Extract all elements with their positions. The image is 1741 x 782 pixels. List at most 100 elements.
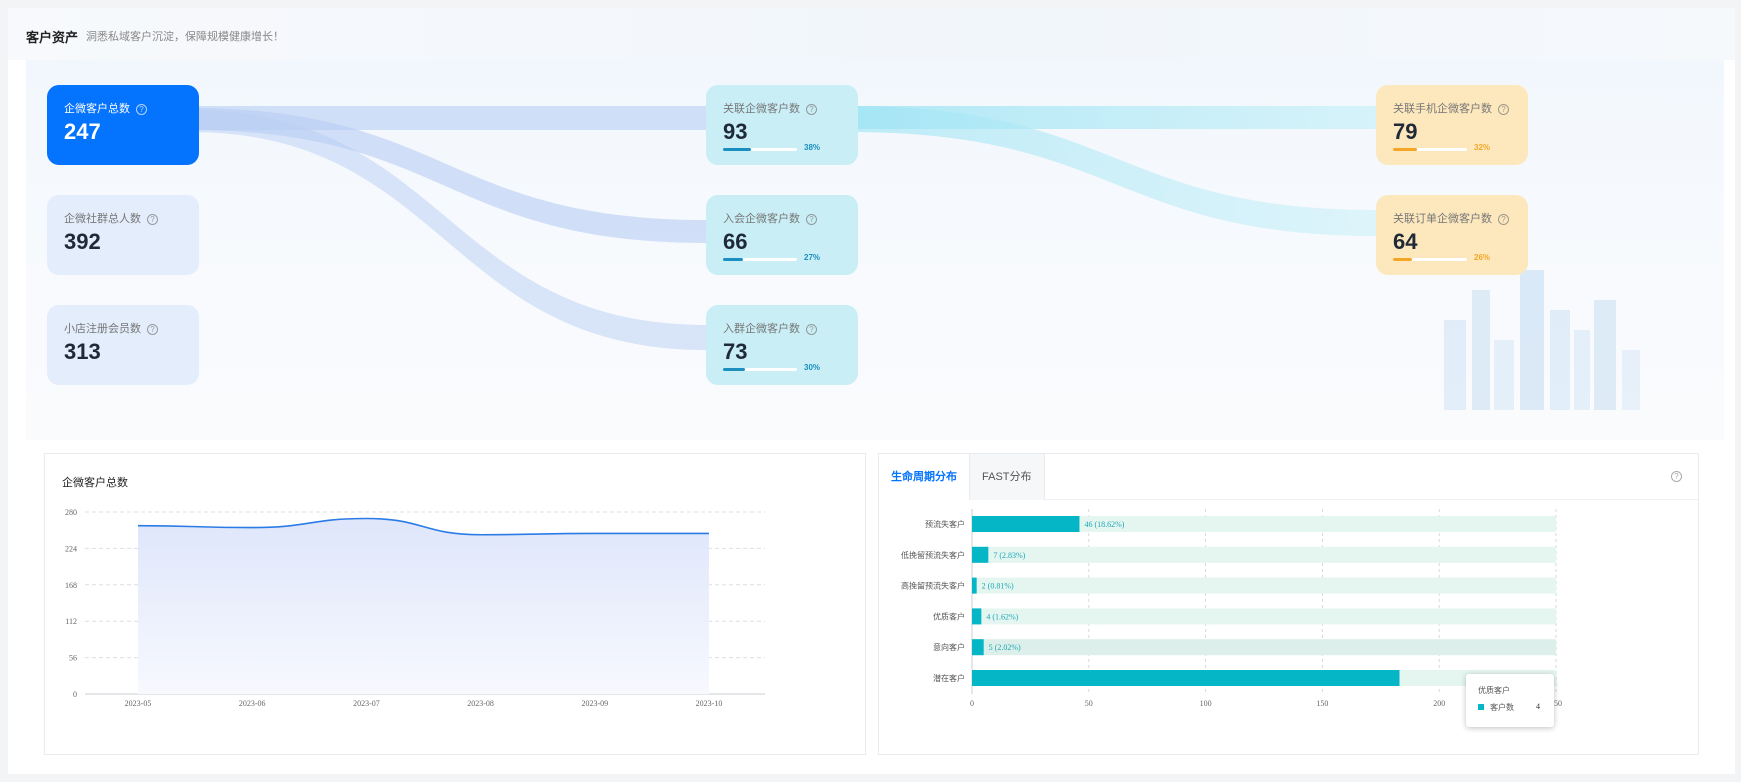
x-tick-label: 2023-07 [353, 699, 380, 708]
card-percent: 30% [804, 363, 821, 372]
x-tick-label: 2023-08 [467, 699, 494, 708]
bar-chart-panel: 生命周期分布 FAST分布 ? 0 50 100 150 200 250 预流失客户 46 (… [878, 453, 1699, 755]
help-icon[interactable]: ? [806, 103, 817, 115]
progress-bar [723, 148, 797, 151]
bar [972, 639, 984, 656]
flow-section: 企微客户总数? 247 企微社群总人数? 392 小店注册会员数? 313 关联… [26, 60, 1724, 440]
link-total-group [190, 110, 706, 350]
card-value: 79 [1393, 119, 1418, 144]
data-label: 4 (1.62%) [986, 612, 1018, 621]
bar-background [972, 546, 1556, 563]
x-tick-label: 100 [1200, 699, 1212, 708]
card-value: 66 [723, 229, 748, 254]
link-linked-order [850, 106, 1376, 236]
bar [972, 516, 1080, 532]
x-tick-label: 2023-10 [696, 699, 723, 708]
x-tick-label: 200 [1433, 699, 1445, 708]
bar [972, 577, 977, 594]
progress-fill [723, 368, 746, 371]
bar-background [972, 516, 1556, 532]
y-tick-label: 56 [69, 654, 77, 663]
x-tick-label: 2023-09 [581, 699, 608, 708]
panel-title: 企微客户总数 [62, 477, 128, 489]
y-tick-label: 280 [65, 508, 77, 517]
card-linked-order[interactable]: 关联订单企微客户数? 64 26% [1376, 195, 1528, 275]
y-tick-label: 0 [73, 690, 77, 699]
tab-bar: 生命周期分布 FAST分布 [879, 454, 1698, 500]
page: 客户资产 洞悉私域客户沉淀，保障规模健康增长！ 企微客户总数? 247 [8, 8, 1735, 774]
card-label: 关联企微客户数 [723, 103, 800, 115]
line-chart[interactable]: 0 56 112 168 224 280 2023-05 2023-06 2023-07 2023… [45, 454, 865, 754]
progress-fill [1393, 258, 1413, 261]
category-label: 优质客户 [933, 611, 965, 621]
progress-bar [723, 258, 797, 261]
card-value: 392 [64, 229, 101, 254]
category-label: 预流失客户 [925, 519, 965, 529]
card-linked-phone[interactable]: 关联手机企微客户数? 79 32% [1376, 85, 1528, 165]
help-icon[interactable]: ? [806, 213, 817, 225]
bar-chart[interactable]: 0 50 100 150 200 250 预流失客户 46 (18.62%) 低挽留预流失客户 7… [879, 454, 1698, 754]
help-icon[interactable]: ? [806, 323, 817, 335]
tab-lifecycle[interactable]: 生命周期分布 [879, 454, 969, 500]
page-header: 客户资产 洞悉私域客户沉淀，保障规模健康增长！ [8, 8, 1735, 60]
card-joined-group[interactable]: 入群企微客户数? 73 30% [706, 305, 858, 385]
flow-links [190, 106, 1376, 350]
progress-bar [1393, 148, 1467, 151]
data-label: 5 (2.02%) [989, 643, 1021, 652]
data-label: 2 (0.81%) [982, 582, 1014, 591]
progress-fill [723, 258, 743, 261]
card-percent: 26% [1474, 253, 1491, 262]
card-label: 入会企微客户数 [723, 213, 800, 225]
card-percent: 38% [804, 143, 821, 152]
city-skyline-decoration [1444, 270, 1640, 410]
page-subtitle: 洞悉私域客户沉淀，保障规模健康增长！ [86, 31, 284, 43]
data-label: 7 (2.83%) [993, 551, 1025, 560]
card-joined-member[interactable]: 入会企微客户数? 66 27% [706, 195, 858, 275]
card-percent: 27% [804, 253, 821, 262]
card-value: 64 [1393, 229, 1418, 254]
card-value: 73 [723, 339, 748, 364]
card-percent: 32% [1474, 143, 1491, 152]
progress-bar [723, 368, 797, 371]
help-icon[interactable]: ? [1498, 213, 1509, 225]
category-label: 意向客户 [933, 642, 965, 652]
help-icon[interactable]: ? [1671, 471, 1682, 482]
card-total-customers[interactable]: 企微客户总数? 247 [47, 85, 199, 165]
y-tick-label: 168 [65, 581, 77, 590]
card-group-people[interactable]: 企微社群总人数? 392 [47, 195, 199, 275]
page-title: 客户资产 [26, 30, 79, 45]
series-line [137, 517, 709, 536]
x-tick-label: 50 [1085, 699, 1093, 708]
bar-background [972, 608, 1556, 625]
bar-background [972, 577, 1556, 594]
y-tick-label: 224 [65, 544, 77, 553]
help-icon[interactable]: ? [1498, 103, 1509, 115]
help-icon[interactable]: ? [147, 213, 158, 225]
card-label: 入群企微客户数 [723, 323, 800, 335]
progress-fill [723, 148, 752, 151]
x-tick-label: 0 [970, 699, 974, 708]
bar [972, 608, 982, 625]
progress-bar [1393, 258, 1467, 261]
tooltip-title: 优质客户 [1478, 686, 1510, 695]
area-fill [138, 518, 709, 694]
help-icon[interactable]: ? [147, 323, 158, 335]
card-value: 93 [723, 119, 748, 144]
data-label: 46 (18.62%) [1084, 520, 1124, 529]
chart-tooltip: 优质客户 客户数 4 [1466, 674, 1554, 727]
category-label: 潜在客户 [933, 673, 965, 683]
category-label: 高挽留预流失客户 [901, 581, 965, 591]
tooltip-value: 4 [1536, 702, 1540, 711]
x-tick-label: 2023-05 [125, 699, 152, 708]
x-tick-label: 150 [1316, 699, 1328, 708]
tab-fast[interactable]: FAST分布 [969, 454, 1045, 500]
card-linked[interactable]: 关联企微客户数? 93 38% [706, 85, 858, 165]
bar-background [972, 639, 1556, 656]
y-tick-label: 112 [65, 617, 77, 626]
card-value: 313 [64, 339, 101, 364]
card-shop-members[interactable]: 小店注册会员数? 313 [47, 305, 199, 385]
help-icon[interactable]: ? [136, 103, 147, 115]
card-label: 企微客户总数 [64, 103, 130, 115]
x-tick-label: 2023-06 [239, 699, 266, 708]
card-value: 247 [64, 119, 101, 144]
